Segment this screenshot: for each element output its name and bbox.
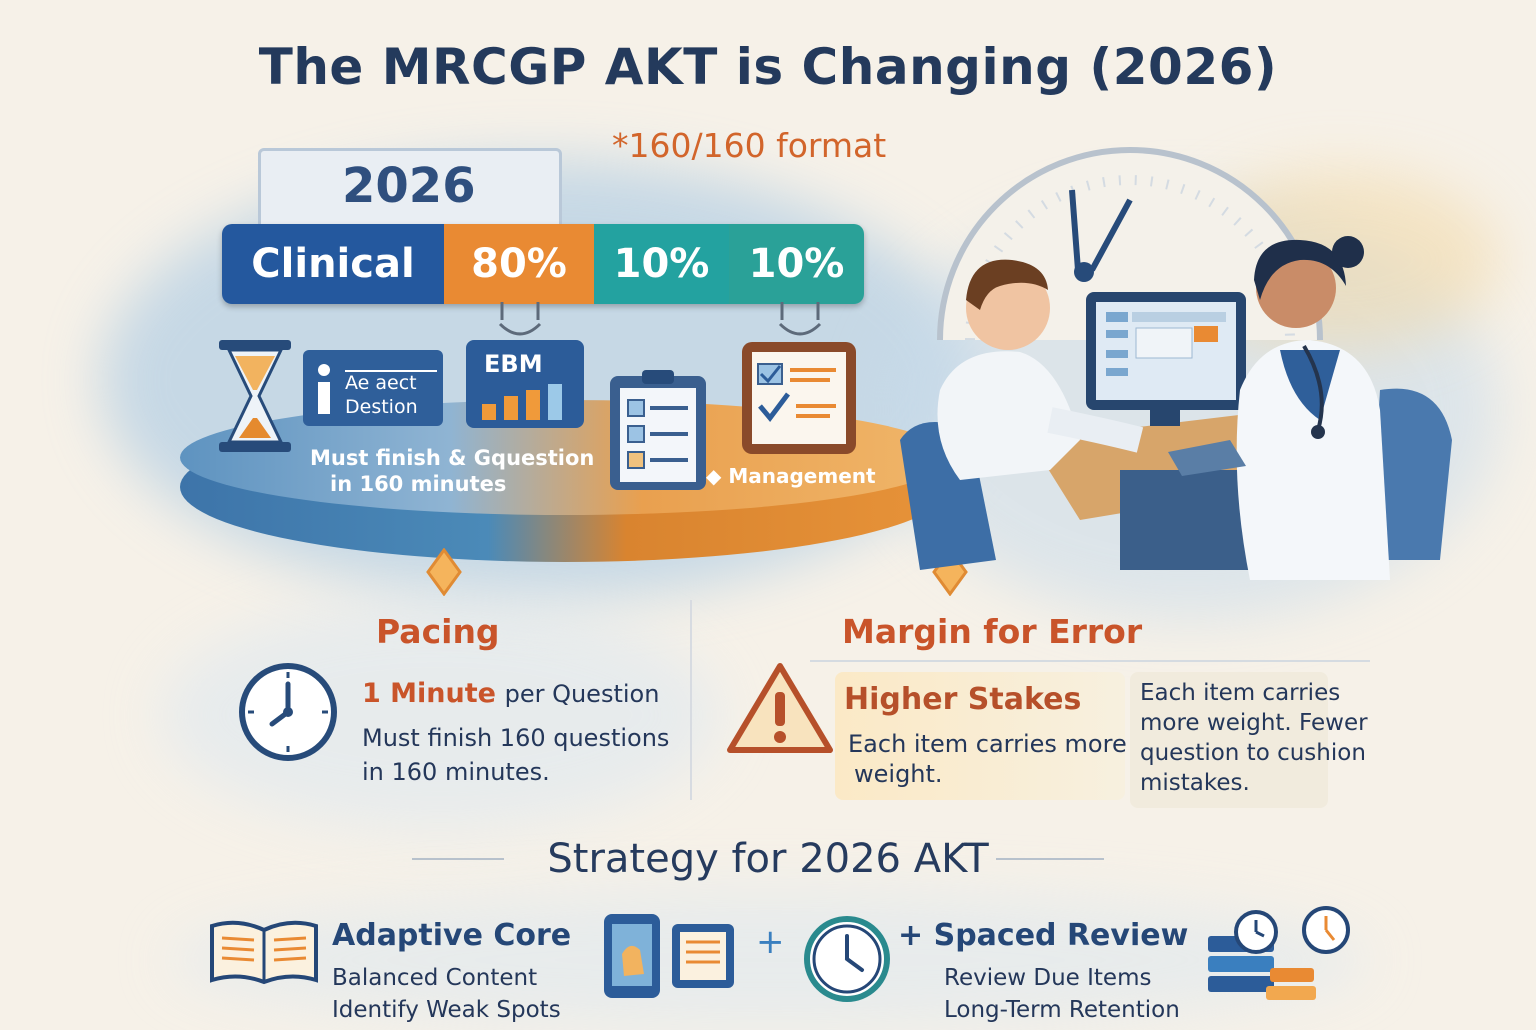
pacing-lead: 1 Minute per Question — [362, 678, 659, 709]
pacing-line2: in 160 minutes. — [362, 758, 550, 786]
management-label: ◆ Management — [706, 464, 876, 488]
adaptive-core-line1: Balanced Content — [332, 965, 538, 991]
table-caption-line1: Must finish & Gquestion — [310, 446, 595, 470]
adaptive-core-line2: Identify Weak Spots — [332, 997, 561, 1023]
page-title: The MRCGP AKT is Changing (2026) — [258, 38, 1278, 96]
management-text: Management — [728, 464, 876, 488]
hook-icon — [498, 302, 542, 336]
hourglass-icon — [219, 340, 291, 452]
diamond-marker-icon — [426, 548, 462, 596]
pacing-line1: Must finish 160 questions — [362, 724, 670, 752]
background-wash — [170, 890, 1370, 1030]
strategy-rule-left — [412, 858, 504, 860]
year-label: 2026 — [342, 158, 476, 214]
stakes-heading: Higher Stakes — [844, 682, 1082, 717]
year-card — [258, 148, 562, 234]
higher-stakes-box — [835, 672, 1125, 800]
clipboard-icon — [610, 370, 706, 490]
margin-heading: Margin for Error — [842, 612, 1143, 651]
clock-icon — [804, 916, 890, 1002]
warning-icon — [727, 663, 833, 753]
weight-line2: more weight. Fewer — [1140, 710, 1368, 736]
bar-chart-icon — [482, 384, 562, 420]
weight-line3: question to cushion — [1140, 740, 1366, 766]
spaced-review-line2: Long-Term Retention — [944, 997, 1180, 1023]
doctors-consultation-illustration — [900, 147, 1452, 580]
pacing-heading: Pacing — [376, 612, 500, 651]
format-subtitle: *160/160 format — [612, 126, 887, 165]
card-rule — [345, 370, 437, 372]
segment-80-percent: 80% — [444, 224, 594, 304]
segment-clinical: Clinical — [222, 224, 444, 304]
clock-icon — [239, 663, 337, 761]
segment-10-percent-b: 10% — [729, 224, 864, 304]
tablet-and-card-icon — [604, 914, 734, 998]
segment-10-percent-a: 10% — [594, 224, 729, 304]
stakes-line2: weight. — [854, 760, 943, 788]
pacing-lead-rest: per Question — [504, 680, 660, 708]
ebm-card: EBM — [466, 340, 584, 428]
strategy-rule-right — [996, 858, 1104, 860]
ebm-label: EBM — [484, 350, 543, 378]
adaptive-core-heading: Adaptive Core — [332, 918, 572, 953]
stakes-line1: Each item carries more — [848, 730, 1127, 758]
diamond-bullet-icon: ◆ — [706, 464, 729, 488]
open-book-icon — [210, 920, 318, 985]
checklist-clipboard-icon — [742, 342, 856, 454]
section-divider — [690, 600, 692, 800]
weight-line1: Each item carries — [1140, 680, 1341, 706]
spaced-review-line1: Review Due Items — [944, 965, 1152, 991]
info-card-line1: Ae aect — [345, 372, 417, 394]
weight-line4: mistakes. — [1140, 770, 1250, 796]
heading-rule — [810, 660, 1370, 662]
content-breakdown-bar: Clinical 80% 10% 10% — [222, 224, 864, 304]
hook-icon — [778, 302, 822, 336]
question-info-card: Ae aect Destion — [303, 350, 443, 426]
info-card-line2: Destion — [345, 396, 418, 418]
plus-sign: + — [756, 922, 785, 962]
table-caption-line2: in 160 minutes — [330, 472, 507, 496]
weight-note-box — [1130, 672, 1328, 808]
pacing-lead-bold: 1 Minute — [362, 678, 496, 709]
schedule-stack-icon — [1208, 906, 1350, 1000]
info-icon — [318, 364, 330, 414]
spaced-review-heading: + Spaced Review — [898, 918, 1189, 953]
strategy-title: Strategy for 2026 AKT — [547, 836, 989, 882]
